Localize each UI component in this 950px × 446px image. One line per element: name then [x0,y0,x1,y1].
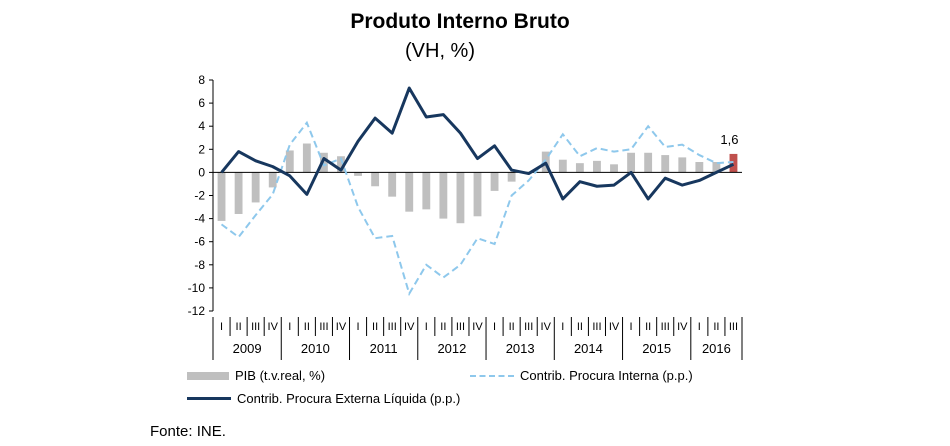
pib-bar [729,153,738,173]
y-tick-label: -10 [188,281,206,295]
legend-externa-swatch [187,397,231,400]
pib-bar [319,152,328,173]
pib-bar [422,172,431,210]
y-tick-label: 8 [198,73,205,87]
quarter-label: IV [609,321,620,333]
quarter-label: II [304,321,310,333]
year-label: 2012 [437,341,466,356]
pib-bar [268,172,277,188]
pib-bar [217,172,226,221]
legend-interna-label: Contrib. Procura Interna (p.p.) [520,368,693,383]
quarter-label: III [524,321,533,333]
source-note: Fonte: INE. [150,423,226,440]
pib-bar [234,172,243,214]
year-label: 2011 [370,341,398,356]
y-tick-label: -2 [194,189,205,203]
pib-bar [371,172,380,187]
quarter-label: IV [268,321,279,333]
quarter-label: III [251,321,260,333]
quarter-label: II [236,321,242,333]
quarter-label: II [713,321,719,333]
pib-bar [593,160,601,173]
pib-bar [354,172,362,176]
year-label: 2013 [506,341,535,356]
pib-bar [644,152,653,173]
quarter-label: III [388,321,397,333]
pib-bar [558,159,567,173]
quarter-label: I [698,321,701,333]
quarter-label: I [357,321,360,333]
quarter-label: I [630,321,633,333]
quarter-label: IV [336,321,347,333]
quarter-label: I [425,321,428,333]
pib-bar [678,157,687,173]
quarter-label: II [372,321,378,333]
pib-bar [473,172,482,217]
pib-bar [388,172,397,197]
y-tick-label: -6 [194,235,205,249]
year-label: 2009 [233,341,262,356]
y-tick-label: 0 [198,165,205,179]
data-label: 1,6 [720,132,738,147]
y-tick-label: -12 [188,304,206,318]
pib-bar [610,164,618,173]
pib-bar [456,172,465,224]
quarter-label: III [319,321,328,333]
quarter-label: I [220,321,223,333]
quarter-label: I [561,321,564,333]
quarter-label: II [577,321,583,333]
legend-interna-swatch [470,374,514,377]
quarter-label: IV [541,321,552,333]
quarter-label: I [493,321,496,333]
year-label: 2016 [702,341,731,356]
quarter-label: IV [404,321,415,333]
y-tick-label: -8 [194,258,205,272]
legend-pib-label: PIB (t.v.real, %) [235,368,326,383]
pib-bar [712,162,721,173]
quarter-label: III [592,321,601,333]
pib-bar [695,162,704,173]
pib-bar [302,143,311,173]
pib-bar [490,172,499,191]
pib-bar [285,150,294,173]
quarter-label: III [456,321,465,333]
quarter-label: II [645,321,651,333]
pib-bar [337,156,345,173]
legend-pib-swatch [187,371,229,380]
pib-bar [627,152,636,173]
y-tick-label: 4 [198,119,205,133]
quarter-label: II [440,321,446,333]
quarter-label: I [288,321,291,333]
legend-externa: Contrib. Procura Externa Líquida (p.p.) [187,391,460,406]
y-tick-label: 2 [198,142,205,156]
pib-bar [661,155,670,173]
legend-pib: PIB (t.v.real, %) [187,368,325,383]
year-label: 2014 [574,341,603,356]
legend-interna: Contrib. Procura Interna (p.p.) [470,368,693,383]
chart-title: Produto Interno Bruto [350,10,570,33]
legend-externa-label: Contrib. Procura Externa Líquida (p.p.) [237,391,461,406]
quarter-label: IV [472,321,483,333]
y-tick-label: 6 [198,96,205,110]
quarter-label: IV [677,321,688,333]
pib-bar [439,172,448,219]
y-tick-label: -4 [194,212,205,226]
pib-bar [251,172,260,203]
pib-bar [405,172,414,212]
quarter-label: II [509,321,515,333]
pib-bar [575,163,584,173]
year-label: 2010 [301,341,330,356]
pib-bar [507,172,516,182]
quarter-label: III [729,321,738,333]
year-label: 2015 [642,341,671,356]
quarter-label: III [661,321,670,333]
externa-line [220,86,735,201]
chart-subtitle: (VH, %) [405,40,475,62]
interna-line [220,120,734,297]
